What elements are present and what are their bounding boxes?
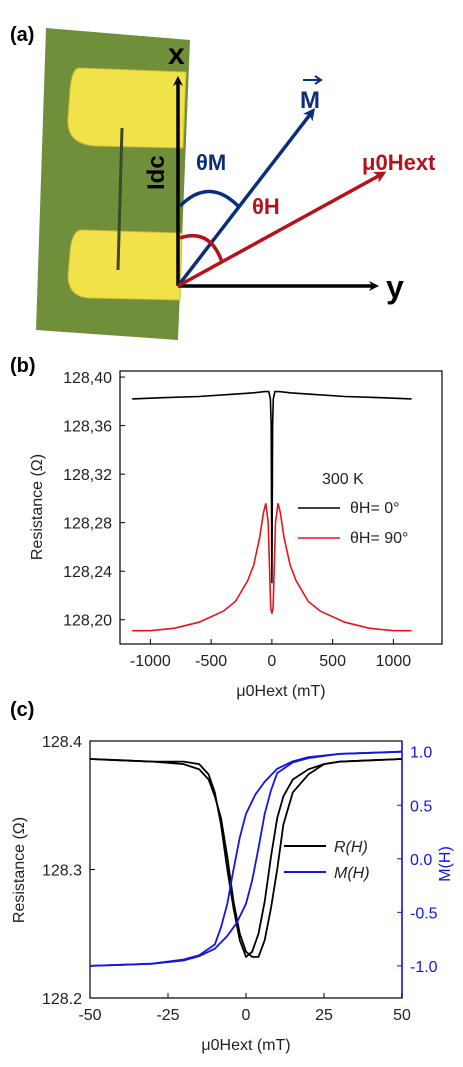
plot-b-ytick-label: 128,40 xyxy=(63,370,112,387)
plot-b-xtick-label: -500 xyxy=(195,653,227,670)
field-vector xyxy=(177,171,387,288)
plot-c-legend-black: R(H) xyxy=(334,839,368,856)
plot-c-y2tick-label: 1.0 xyxy=(410,745,432,762)
plot-b-legend-red: θH= 90° xyxy=(350,530,408,547)
plot-b-xlabel: μ0Hext (mT) xyxy=(236,683,325,700)
plot-c-y2tick-label: 0.5 xyxy=(410,798,432,815)
panel-b-label: (b) xyxy=(10,355,36,377)
plot-c-series xyxy=(89,750,403,967)
theta-h-arc xyxy=(179,234,224,263)
plot-b-frame xyxy=(119,370,443,645)
plot-b-ytick-label: 128,20 xyxy=(63,613,112,630)
plot-c-y2tick-label: -0.5 xyxy=(410,905,438,922)
plot-c-xtick-label: 25 xyxy=(315,1007,333,1024)
plot-c-ytick-label: 128.3 xyxy=(42,863,82,880)
theta-m-arc xyxy=(178,189,242,210)
conduction-wire xyxy=(116,127,124,271)
plot-c-xtick-label: 0 xyxy=(242,1007,251,1024)
plot-c-y2label: M(H) xyxy=(437,846,454,882)
plot-c-series-2 xyxy=(89,750,403,967)
magnetization-vector xyxy=(176,108,316,288)
panel-c: (c) 128.2 128.3 128.4 -1.0 -0.5 0.0 0.5 1.0 -5… xyxy=(10,699,454,1054)
theta-m-label: θM xyxy=(196,150,226,175)
plot-b-ylabel: Resistance (Ω) xyxy=(29,454,46,560)
x-axis-label: x xyxy=(168,38,185,71)
plot-c-xtick-label: 50 xyxy=(393,1007,411,1024)
plot-b-xtick-label: 0 xyxy=(267,653,276,670)
gold-contact-top xyxy=(67,67,187,149)
plot-b-ytick-label: 128,36 xyxy=(63,419,112,436)
plot-c-xtick-label: -50 xyxy=(78,1007,101,1024)
plot-b-series xyxy=(132,390,412,632)
y-axis-label: y xyxy=(386,269,404,305)
plot-c-legend-blue: M(H) xyxy=(334,865,370,882)
theta-h-label: θH xyxy=(252,194,280,219)
m-vector-overarrow xyxy=(314,75,323,85)
plot-c-ytick-label: 128.4 xyxy=(42,734,82,751)
plot-b-xtick-label: 1000 xyxy=(376,653,412,670)
plot-c-y2label-text: M(H) xyxy=(437,846,454,882)
plot-b-series-1 xyxy=(132,503,412,632)
plot-b-series-0 xyxy=(132,390,412,584)
panel-c-label: (c) xyxy=(10,699,34,721)
plot-b-y-ticks: 128,20 128,24 128,28 128,32 128,36 128,40 xyxy=(63,370,125,630)
plot-c-series-1 xyxy=(89,758,403,958)
plot-c-y2tick-label: -1.0 xyxy=(410,959,438,976)
plot-c-xlabel: μ0Hext (mT) xyxy=(201,1037,290,1054)
plot-c-y2tick-label: 0.0 xyxy=(410,852,432,869)
plot-b-xtick-label: 500 xyxy=(319,653,346,670)
plot-c-ytick-label: 128.2 xyxy=(42,991,82,1008)
idc-label: Idc xyxy=(143,155,170,190)
plot-c-series-3 xyxy=(89,750,403,967)
plot-b-x-ticks: -1000 -500 0 500 1000 xyxy=(130,639,411,670)
plot-c-series-0 xyxy=(89,758,403,959)
plot-c-ylabel: Resistance (Ω) xyxy=(11,817,28,923)
plot-b-ytick-label: 128,32 xyxy=(63,467,112,484)
plot-c-x-ticks: -50 -25 0 25 50 xyxy=(78,993,411,1024)
panel-b: (b) 128,20 128,24 128,28 128,32 128,36 128,40… xyxy=(10,355,443,700)
plot-c-y2-ticks: -1.0 -0.5 0.0 0.5 1.0 xyxy=(397,745,438,976)
plot-c-ylabel-text: Resistance (Ω) xyxy=(11,817,28,923)
panel-a-label: (a) xyxy=(10,24,34,46)
field-label: μ0Hext xyxy=(362,150,436,175)
plot-b-ytick-label: 128,24 xyxy=(63,564,112,581)
panel-a: (a) x y M μ0Hext θM θH Idc xyxy=(10,24,436,340)
plot-c-y-ticks: 128.2 128.3 128.4 xyxy=(42,734,95,1008)
plot-b-ylabel-text: Resistance (Ω) xyxy=(29,454,46,560)
gold-contact-bottom xyxy=(67,229,183,301)
plot-b-temperature: 300 K xyxy=(322,471,364,488)
plot-b-xtick-label: -1000 xyxy=(130,653,171,670)
magnetization-label: M xyxy=(300,87,320,114)
plot-c-xtick-label: -25 xyxy=(156,1007,179,1024)
plot-b-legend-black: θH= 0° xyxy=(350,500,400,517)
plot-b-ytick-label: 128,28 xyxy=(63,516,112,533)
